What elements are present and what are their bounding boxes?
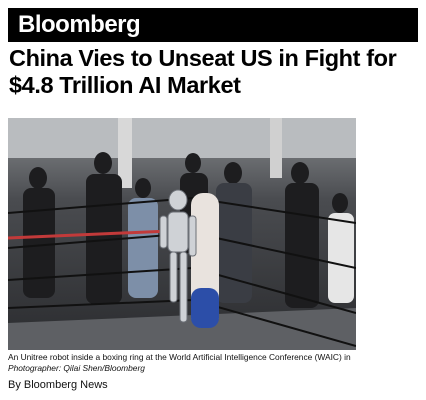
ring-floor	[8, 308, 356, 350]
byline: By Bloomberg News	[8, 379, 108, 391]
logo[interactable]: Bloomberg	[18, 11, 141, 38]
article-photo[interactable]	[8, 118, 356, 350]
pillar	[270, 118, 282, 178]
post-base	[191, 288, 219, 328]
masthead: Bloomberg	[8, 8, 418, 42]
headline[interactable]: China Vies to Unseat US in Fight for $4.…	[9, 45, 397, 98]
robot	[159, 189, 197, 323]
hall-ceiling	[8, 118, 356, 158]
photo-credit: Photographer: Qilai Shen/Bloomberg	[8, 363, 145, 374]
pillar	[118, 118, 132, 188]
photo-caption: An Unitree robot inside a boxing ring at…	[8, 352, 351, 362]
credit-name: Qilai Shen/Bloomberg	[63, 363, 145, 373]
credit-label: Photographer:	[8, 363, 62, 373]
